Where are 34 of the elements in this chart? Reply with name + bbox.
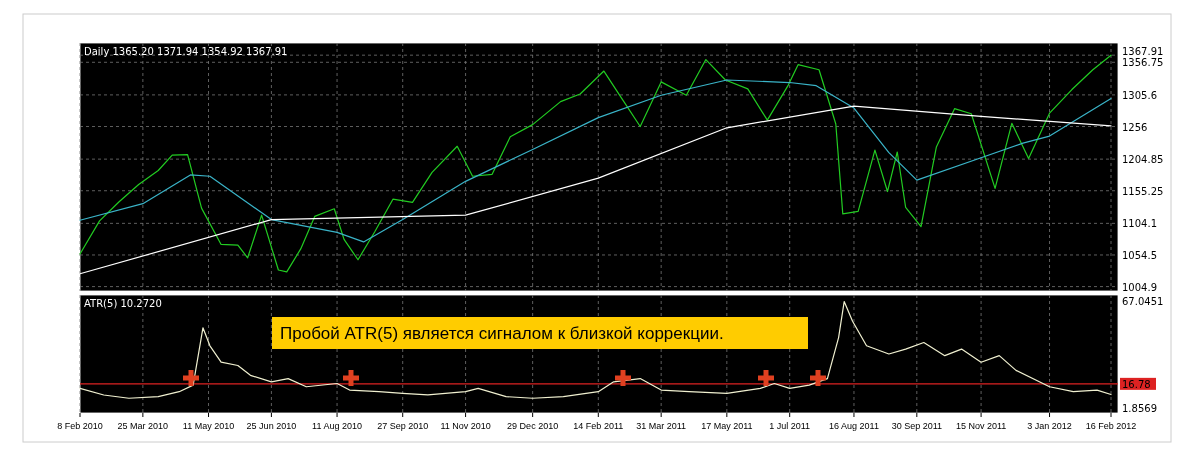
- x-tick-label: 11 Aug 2010: [312, 421, 362, 431]
- x-tick-label: 16 Aug 2011: [829, 421, 879, 431]
- y-tick-label: 1305.6: [1122, 89, 1157, 101]
- x-tick-label: 8 Feb 2010: [57, 421, 103, 431]
- y-tick-label: 1256: [1122, 121, 1148, 133]
- ref-line-label: 16.78: [1122, 378, 1151, 390]
- x-tick-label: 1 Jul 2011: [769, 421, 811, 431]
- y-tick-label: 1054.5: [1122, 249, 1157, 261]
- x-tick-label: 16 Feb 2012: [1085, 421, 1137, 431]
- x-tick-label: 29 Dec 2010: [507, 421, 559, 431]
- y-tick-label: 1004.9: [1122, 281, 1157, 293]
- y-tick-label: 1367.91: [1122, 46, 1164, 58]
- x-tick-label: 3 Jan 2012: [1027, 421, 1072, 431]
- x-tick-label: 30 Sep 2011: [891, 421, 943, 431]
- y-tick-label: 67.0451: [1122, 296, 1164, 308]
- x-tick-label: 11 Nov 2010: [440, 421, 491, 431]
- x-tick-label: 31 Mar 2011: [636, 421, 687, 431]
- y-tick-label: 1104.1: [1122, 218, 1157, 230]
- y-tick-label: 1204.85: [1122, 154, 1164, 166]
- x-tick-label: 27 Sep 2010: [377, 421, 429, 431]
- x-tick-label: 25 Mar 2010: [117, 421, 169, 431]
- y-tick-label: 1.8569: [1122, 403, 1157, 415]
- chart-title: ATR(5) 10.2720: [84, 298, 162, 309]
- x-tick-label: 15 Nov 2011: [955, 421, 1007, 431]
- line-series: [79, 79, 1112, 243]
- x-tick-label: 14 Feb 2011: [573, 421, 624, 431]
- chart-title: Daily 1365.20 1371.94 1354.92 1367.91: [84, 46, 288, 57]
- annotation: Пробой ATR(5) является сигналом к близкой коррекции.: [280, 324, 724, 343]
- y-tick-label: 1356.75: [1122, 57, 1164, 69]
- y-tick-label: 1155.25: [1122, 185, 1164, 197]
- x-tick-label: 25 Jun 2010: [246, 421, 297, 431]
- line-series: [79, 300, 1112, 399]
- x-tick-label: 11 May 2010: [182, 421, 235, 431]
- x-tick-label: 17 May 2011: [701, 421, 753, 431]
